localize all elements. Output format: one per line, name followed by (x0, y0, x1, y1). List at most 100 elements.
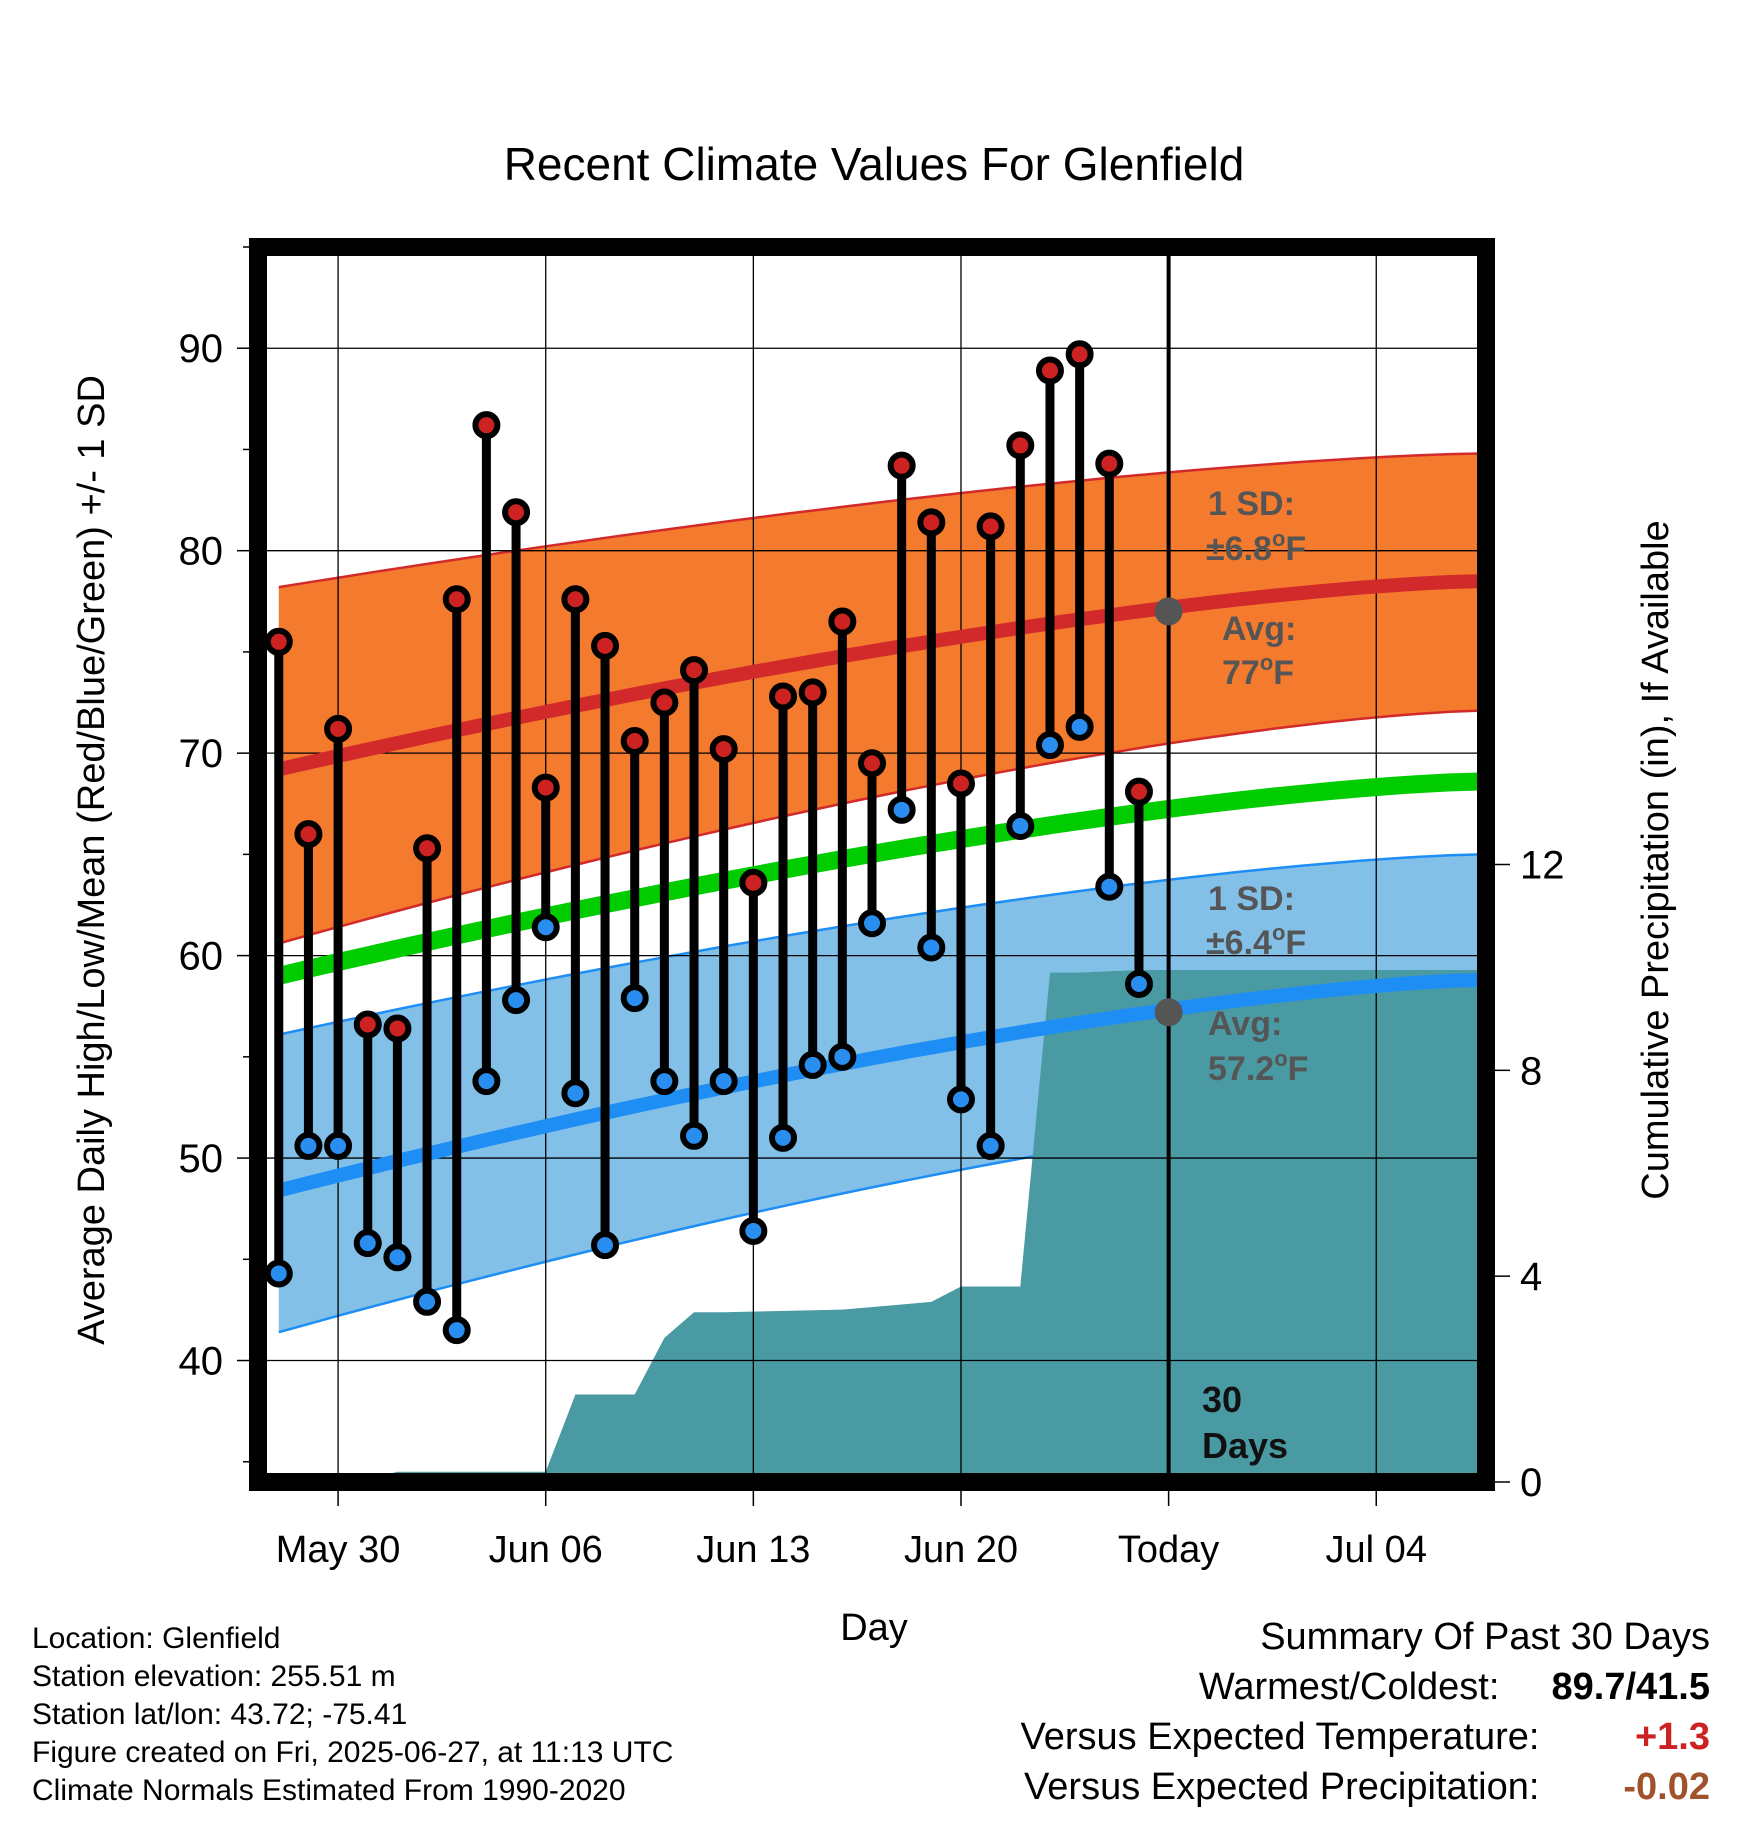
y-tick-label: 50 (179, 1137, 224, 1181)
chart-title: Recent Climate Values For Glenfield (504, 138, 1245, 190)
daily-high-point (620, 727, 649, 755)
daily-low-point (413, 1287, 442, 1316)
daily-low-point (1006, 812, 1035, 841)
daily-low-point (976, 1131, 1005, 1160)
daily-high-point (442, 585, 471, 614)
daily-high-point (946, 769, 975, 798)
climate-chart: Recent Climate Values For Glenfield 1 SD… (71, 138, 1677, 1571)
x-tick-label: Jun 06 (489, 1529, 603, 1571)
y2-axis-label: Cumulative Precipitation (in), If Availa… (1635, 520, 1677, 1199)
daily-high-point (1124, 777, 1153, 806)
daily-high-point (1095, 449, 1124, 478)
y-tick-label: 40 (179, 1340, 224, 1384)
daily-low-point (472, 1067, 501, 1096)
daily-high-point (650, 688, 679, 717)
mean-avg-line (276, 772, 1481, 985)
daily-low-point (709, 1067, 738, 1096)
precip-value: -0.02 (1623, 1766, 1710, 1808)
high-sd-label: 1 SD: (1208, 485, 1295, 523)
daily-high-point (769, 682, 798, 711)
daily-low-point (798, 1050, 827, 1079)
y-tick-label: 60 (179, 935, 224, 979)
y-axis-label: Average Daily High/Low/Mean (Red/Blue/Gr… (71, 375, 113, 1345)
x-tick-label: Jun 13 (696, 1529, 810, 1571)
high-sd-value: ±6.8oF (1206, 526, 1306, 568)
daily-low-point (828, 1042, 857, 1071)
today-high-avg-marker (1154, 597, 1183, 626)
daily-low-point (1124, 969, 1153, 998)
daily-low-point (383, 1243, 412, 1272)
y2-tick-label: 0 (1520, 1461, 1542, 1505)
low-avg-label: Avg: (1208, 1005, 1282, 1043)
today-low-avg-marker (1154, 998, 1183, 1027)
low-avg-value: 57.2oF (1208, 1046, 1308, 1088)
daily-high-point (1006, 431, 1035, 460)
y2-tick-label: 12 (1520, 844, 1565, 888)
x-tick-label: Jun 20 (904, 1529, 1018, 1571)
summary-warm-cold: Warmest/Coldest: 89.7/41.5 (1021, 1662, 1710, 1712)
x-tick-label: May 30 (276, 1529, 401, 1571)
daily-high-point (264, 627, 293, 656)
daily-low-point (946, 1085, 975, 1114)
x-tick-label: Today (1118, 1529, 1219, 1571)
daily-low-point (353, 1229, 382, 1258)
high-avg-value: 77oF (1222, 650, 1294, 692)
daily-low-point (561, 1079, 590, 1108)
low-sd-label: 1 SD: (1208, 880, 1295, 918)
daily-low-point (264, 1259, 293, 1288)
high-sd-lower-line (278, 709, 1481, 945)
daily-high-point (858, 749, 886, 778)
y2-tick-label: 8 (1520, 1049, 1542, 1093)
info-latlon: Station lat/lon: 43.72; -75.41 (32, 1698, 408, 1731)
y-tick-label: 90 (179, 327, 224, 371)
station-info: Location: Glenfield Station elevation: 2… (32, 1620, 673, 1810)
daily-high-point (709, 735, 738, 764)
daily-low-point (858, 909, 886, 938)
y2-tick-label: 4 (1520, 1255, 1542, 1299)
low-avg-line (277, 972, 1481, 1198)
daily-high-point (561, 585, 590, 614)
daily-high-point (383, 1014, 412, 1043)
precip-area (278, 970, 1481, 1482)
daily-low-point (324, 1131, 353, 1160)
daily-low-point (887, 795, 916, 824)
daily-low-point (1095, 872, 1124, 901)
info-normals: Climate Normals Estimated From 1990-2020 (32, 1774, 626, 1807)
daily-high-point (324, 714, 353, 743)
daily-high-point (680, 656, 709, 685)
daily-low-point (1035, 731, 1064, 760)
daily-low-point (1065, 712, 1094, 741)
plot-frame (249, 238, 1495, 1491)
x-tick-label: Jul 04 (1326, 1529, 1427, 1571)
summary-precip: Versus Expected Precipitation: -0.02 (1021, 1762, 1710, 1812)
days-label: Days (1202, 1425, 1288, 1466)
daily-low-point (294, 1131, 323, 1160)
daily-high-point (739, 868, 768, 897)
summary-title: Summary Of Past 30 Days (1260, 1616, 1710, 1658)
daily-low-point (739, 1216, 768, 1245)
high-avg-line (277, 574, 1481, 777)
daily-low-point (769, 1123, 798, 1152)
daily-high-point (472, 411, 501, 440)
daily-high-point (1065, 340, 1094, 369)
daily-high-point (917, 508, 946, 537)
y-tick-label: 70 (179, 732, 224, 776)
low-sd-value: ±6.4oF (1206, 920, 1306, 962)
info-created: Figure created on Fri, 2025-06-27, at 11… (32, 1736, 674, 1769)
x-axis-title: Day (840, 1607, 908, 1649)
high-sd-upper-line (278, 452, 1481, 589)
high-avg-label: Avg: (1222, 610, 1296, 648)
daily-high-point (798, 678, 827, 707)
info-elevation: Station elevation: 255.51 m (32, 1660, 396, 1693)
daily-low-point (650, 1067, 679, 1096)
daily-low-point (531, 913, 560, 942)
info-location: Location: Glenfield (32, 1622, 281, 1655)
temp-value: +1.3 (1634, 1716, 1710, 1758)
x-axis-label-area: Day (840, 1607, 908, 1649)
daily-low-point (502, 986, 531, 1015)
days-count-label: 30 (1202, 1379, 1242, 1420)
precip-label: Versus Expected Precipitation: (1024, 1766, 1540, 1808)
summary-temp: Versus Expected Temperature: +1.3 (1021, 1712, 1710, 1762)
daily-high-point (1035, 356, 1064, 385)
